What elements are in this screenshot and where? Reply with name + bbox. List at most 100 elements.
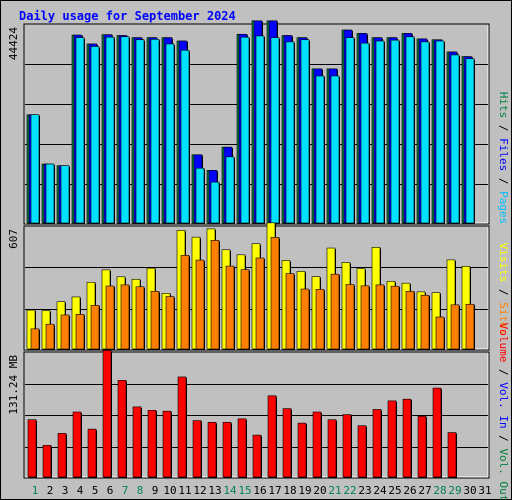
day-label: 2 bbox=[47, 484, 54, 497]
sites-bar bbox=[435, 316, 445, 350]
pages-bar bbox=[150, 39, 160, 224]
pages-bar bbox=[360, 42, 370, 224]
hits-axis-label-part: Files bbox=[497, 138, 510, 171]
volume-bar bbox=[207, 421, 217, 478]
pages-bar bbox=[195, 167, 205, 224]
day-label: 5 bbox=[92, 484, 99, 497]
pages-bar bbox=[135, 39, 145, 224]
day-label: 7 bbox=[122, 484, 129, 497]
volume-bar bbox=[132, 406, 142, 478]
visits-max-label: 607 bbox=[7, 229, 20, 249]
volume-bar bbox=[27, 419, 37, 478]
pages-bar bbox=[405, 36, 415, 224]
day-label: 13 bbox=[208, 484, 221, 497]
volume-bar bbox=[162, 410, 172, 478]
day-label: 26 bbox=[403, 484, 416, 497]
volume-bar bbox=[102, 350, 112, 478]
pages-bar bbox=[30, 114, 40, 224]
day-label: 16 bbox=[253, 484, 266, 497]
pages-bar bbox=[435, 40, 445, 224]
day-label: 18 bbox=[283, 484, 296, 497]
sites-bar bbox=[240, 269, 250, 350]
day-label: 10 bbox=[163, 484, 176, 497]
pages-bar bbox=[315, 75, 325, 224]
volume-axis-label-part: Volume bbox=[497, 323, 510, 363]
sites-bar bbox=[45, 323, 55, 350]
sites-bar bbox=[60, 314, 70, 350]
volume-axis-label-part: / bbox=[497, 429, 510, 449]
day-label: 3 bbox=[62, 484, 69, 497]
pages-bar bbox=[165, 43, 175, 224]
volume-bar bbox=[282, 408, 292, 478]
visits-axis-label: Visits / Sites bbox=[497, 243, 510, 336]
day-label: 6 bbox=[107, 484, 114, 497]
pages-bar bbox=[270, 37, 280, 224]
sites-bar bbox=[150, 290, 160, 350]
volume-bar bbox=[117, 380, 127, 478]
day-label: 9 bbox=[152, 484, 159, 497]
volume-bar bbox=[237, 418, 247, 478]
volume-bar bbox=[87, 428, 97, 478]
pages-bar bbox=[285, 41, 295, 224]
day-axis-labels: 1 2 3 4 5 6 7 8 9 10 11 12 13 14 15 16 17 18 19 20 21 22 23 24 2… bbox=[32, 484, 492, 497]
day-label: 29 bbox=[448, 484, 461, 497]
sites-bar bbox=[30, 328, 40, 350]
volume-bar bbox=[357, 425, 367, 478]
pages-bar bbox=[75, 37, 85, 224]
sites-bar bbox=[315, 289, 325, 350]
chart-title: Daily usage for September 2024 bbox=[19, 9, 236, 23]
day-label: 20 bbox=[313, 484, 326, 497]
day-label: 17 bbox=[268, 484, 281, 497]
volume-axis-label-part: Vol. Out bbox=[497, 448, 510, 500]
day-label: 27 bbox=[418, 484, 431, 497]
sites-bar bbox=[180, 255, 190, 350]
day-label: 23 bbox=[358, 484, 371, 497]
pages-bar bbox=[465, 58, 475, 224]
sites-bar bbox=[300, 288, 310, 350]
day-label: 1 bbox=[32, 484, 39, 497]
sites-bar bbox=[450, 304, 460, 350]
day-label: 25 bbox=[388, 484, 401, 497]
visits-axis-label-part: Sites bbox=[497, 302, 510, 335]
sites-bar bbox=[285, 273, 295, 350]
sites-bar bbox=[375, 284, 385, 350]
pages-bar bbox=[105, 36, 115, 224]
sites-bar bbox=[270, 237, 280, 350]
volume-bar bbox=[267, 395, 277, 478]
volume-bar bbox=[222, 421, 232, 478]
day-label: 8 bbox=[137, 484, 144, 497]
sites-bar bbox=[120, 284, 130, 350]
sites-bar bbox=[360, 285, 370, 350]
sites-bar bbox=[165, 296, 175, 350]
pages-bar bbox=[390, 39, 400, 224]
pages-bar bbox=[210, 181, 220, 224]
day-label: 11 bbox=[178, 484, 191, 497]
pages-bar bbox=[420, 41, 430, 224]
sites-bar bbox=[225, 265, 235, 350]
volume-bar bbox=[297, 422, 307, 478]
pages-bar bbox=[300, 39, 310, 224]
pages-bar bbox=[45, 163, 55, 224]
pages-bar bbox=[60, 165, 70, 224]
volume-bar bbox=[372, 409, 382, 478]
day-label: 12 bbox=[193, 484, 206, 497]
sites-bar bbox=[90, 305, 100, 350]
volume-bar bbox=[252, 434, 262, 478]
day-label: 31 bbox=[478, 484, 491, 497]
sites-bar bbox=[105, 285, 115, 350]
volume-bar bbox=[57, 433, 67, 478]
volume-bar bbox=[72, 411, 82, 478]
day-label: 19 bbox=[298, 484, 311, 497]
volume-panel: 131.24 MB Volume / Vol. In / Vol. Out bbox=[7, 323, 510, 500]
sites-bar bbox=[210, 240, 220, 350]
hits-axis-label: Hits / Files / Pages bbox=[497, 92, 510, 225]
pages-bar bbox=[180, 49, 190, 224]
volume-bar bbox=[147, 409, 157, 478]
sites-bar bbox=[405, 290, 415, 350]
volume-bar bbox=[42, 445, 52, 478]
visits-axis-label-part: / bbox=[497, 282, 510, 302]
day-label: 14 bbox=[223, 484, 237, 497]
pages-bar bbox=[120, 36, 130, 224]
